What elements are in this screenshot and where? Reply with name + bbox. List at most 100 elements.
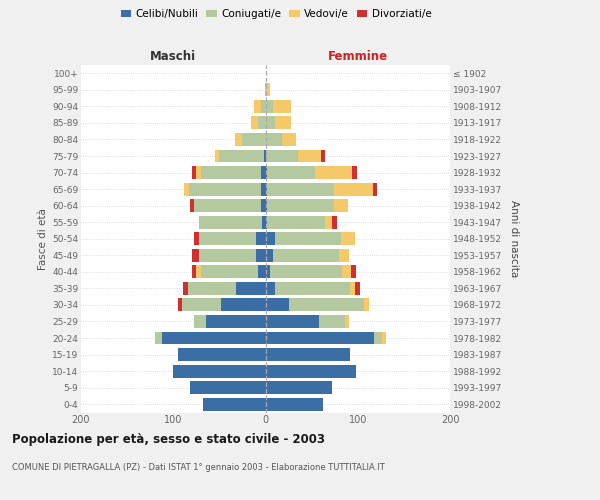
Bar: [355, 282, 359, 295]
Bar: [261, 166, 265, 179]
Bar: [319, 315, 345, 328]
Bar: [340, 249, 349, 262]
Bar: [221, 298, 265, 312]
Bar: [342, 266, 351, 278]
Bar: [334, 182, 373, 196]
Bar: [334, 199, 347, 212]
Bar: [261, 182, 265, 196]
Bar: [265, 266, 270, 278]
Bar: [289, 298, 364, 312]
Bar: [190, 199, 194, 212]
Text: Femmine: Femmine: [328, 50, 388, 64]
Bar: [332, 216, 337, 228]
Bar: [192, 166, 196, 179]
Bar: [188, 282, 236, 295]
Bar: [199, 232, 256, 245]
Text: Popolazione per età, sesso e stato civile - 2003: Popolazione per età, sesso e stato civil…: [12, 432, 325, 446]
Y-axis label: Anni di nascita: Anni di nascita: [509, 200, 518, 278]
Bar: [273, 249, 340, 262]
Bar: [194, 199, 261, 212]
Bar: [184, 282, 188, 295]
Bar: [345, 315, 349, 328]
Bar: [268, 216, 325, 228]
Bar: [261, 199, 265, 212]
Bar: [262, 216, 265, 228]
Bar: [206, 315, 265, 328]
Bar: [256, 249, 265, 262]
Bar: [275, 282, 350, 295]
Bar: [298, 150, 321, 162]
Bar: [265, 150, 298, 162]
Bar: [265, 116, 275, 130]
Bar: [192, 249, 199, 262]
Bar: [265, 216, 268, 228]
Bar: [194, 315, 206, 328]
Bar: [275, 232, 341, 245]
Bar: [155, 332, 162, 344]
Bar: [220, 150, 263, 162]
Bar: [201, 266, 258, 278]
Bar: [265, 332, 374, 344]
Bar: [265, 348, 350, 361]
Bar: [265, 282, 275, 295]
Bar: [263, 150, 265, 162]
Bar: [196, 166, 201, 179]
Bar: [201, 166, 261, 179]
Bar: [350, 282, 355, 295]
Bar: [382, 332, 386, 344]
Bar: [236, 282, 265, 295]
Bar: [265, 398, 323, 410]
Bar: [265, 133, 282, 146]
Bar: [364, 298, 369, 312]
Bar: [268, 182, 334, 196]
Bar: [275, 116, 292, 130]
Bar: [325, 216, 332, 228]
Text: Maschi: Maschi: [150, 50, 196, 64]
Y-axis label: Fasce di età: Fasce di età: [38, 208, 48, 270]
Bar: [265, 100, 273, 113]
Bar: [215, 150, 220, 162]
Bar: [261, 100, 265, 113]
Bar: [265, 381, 332, 394]
Bar: [341, 232, 355, 245]
Bar: [258, 116, 265, 130]
Bar: [265, 199, 268, 212]
Bar: [199, 249, 256, 262]
Bar: [373, 182, 377, 196]
Text: COMUNE DI PIETRAGALLA (PZ) - Dati ISTAT 1° gennaio 2003 - Elaborazione TUTTITALI: COMUNE DI PIETRAGALLA (PZ) - Dati ISTAT …: [12, 462, 385, 471]
Bar: [268, 199, 334, 212]
Bar: [192, 266, 196, 278]
Bar: [265, 298, 289, 312]
Bar: [199, 216, 262, 228]
Bar: [265, 166, 268, 179]
Bar: [190, 381, 265, 394]
Bar: [184, 182, 189, 196]
Bar: [162, 332, 265, 344]
Bar: [203, 398, 265, 410]
Bar: [321, 150, 325, 162]
Bar: [270, 266, 342, 278]
Bar: [351, 266, 356, 278]
Bar: [189, 182, 261, 196]
Bar: [316, 166, 352, 179]
Bar: [194, 232, 199, 245]
Bar: [352, 166, 357, 179]
Bar: [251, 116, 258, 130]
Bar: [196, 266, 201, 278]
Bar: [273, 100, 292, 113]
Bar: [242, 133, 265, 146]
Bar: [265, 232, 275, 245]
Bar: [235, 133, 242, 146]
Bar: [265, 315, 319, 328]
Bar: [374, 332, 382, 344]
Bar: [182, 298, 221, 312]
Bar: [173, 364, 265, 378]
Bar: [265, 364, 356, 378]
Bar: [178, 348, 265, 361]
Bar: [265, 84, 270, 96]
Bar: [258, 266, 265, 278]
Bar: [254, 100, 261, 113]
Bar: [268, 166, 316, 179]
Bar: [178, 298, 182, 312]
Legend: Celibi/Nubili, Coniugati/e, Vedovi/e, Divorziati/e: Celibi/Nubili, Coniugati/e, Vedovi/e, Di…: [116, 5, 436, 24]
